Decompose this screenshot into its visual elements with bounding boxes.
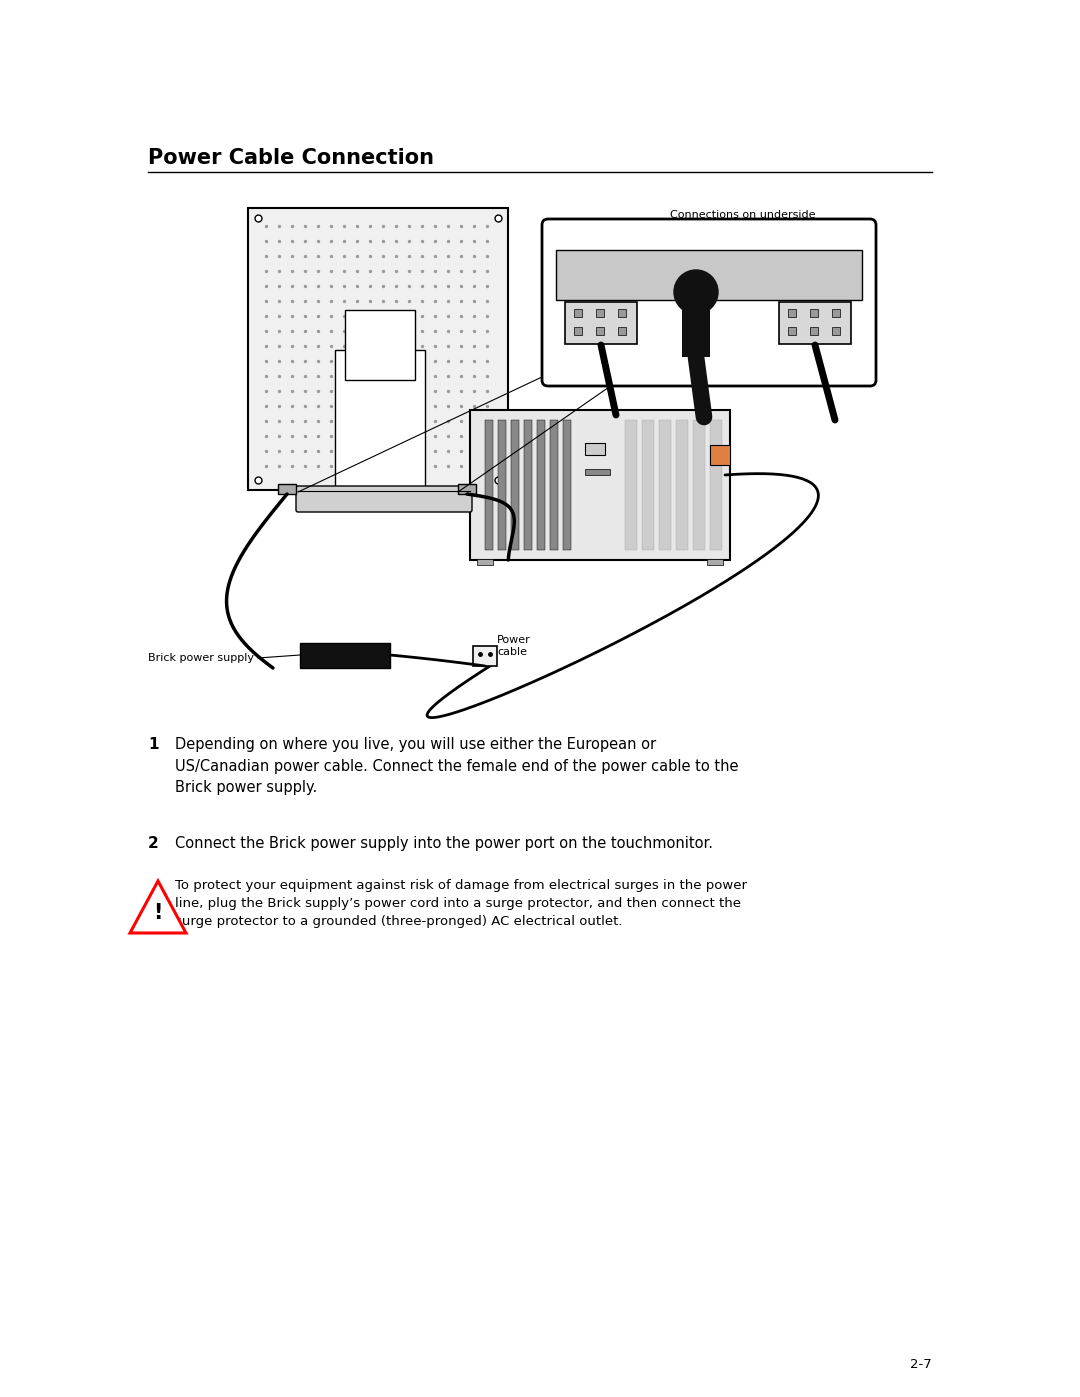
Bar <box>625 420 637 550</box>
Text: Power Cable Connection: Power Cable Connection <box>148 148 434 168</box>
Text: Connect the Brick power supply into the power port on the touchmonitor.: Connect the Brick power supply into the … <box>175 835 713 851</box>
Bar <box>693 420 705 550</box>
Text: !: ! <box>153 904 163 923</box>
Text: Depending on where you live, you will use either the European or
US/Canadian pow: Depending on where you live, you will us… <box>175 738 739 795</box>
Bar <box>473 645 497 666</box>
Bar <box>710 446 730 465</box>
Text: 2: 2 <box>148 835 159 851</box>
Bar <box>585 443 605 455</box>
Text: Power
cable: Power cable <box>497 636 530 658</box>
Bar <box>458 483 476 495</box>
Bar <box>676 420 688 550</box>
Bar <box>477 559 492 564</box>
Text: 1: 1 <box>148 738 159 752</box>
Bar <box>563 420 571 550</box>
Bar <box>556 250 862 300</box>
FancyBboxPatch shape <box>779 302 851 344</box>
Bar <box>470 409 730 560</box>
Bar <box>659 420 671 550</box>
Text: Connections on underside: Connections on underside <box>671 210 815 219</box>
Bar <box>335 351 426 490</box>
Bar <box>681 286 710 358</box>
Bar <box>537 420 545 550</box>
FancyBboxPatch shape <box>565 302 637 344</box>
Text: DC 12V Brick power
cable port: DC 12V Brick power cable port <box>761 253 865 275</box>
Polygon shape <box>130 882 186 933</box>
Bar <box>345 310 415 380</box>
FancyBboxPatch shape <box>296 486 472 511</box>
Bar <box>485 420 492 550</box>
Bar <box>524 420 532 550</box>
Bar <box>642 420 654 550</box>
Bar <box>498 420 507 550</box>
Text: 2-7: 2-7 <box>910 1358 932 1372</box>
Text: To protect your equipment against risk of damage from electrical surges in the p: To protect your equipment against risk o… <box>175 879 747 928</box>
Bar <box>585 469 610 475</box>
Text: Brick power supply: Brick power supply <box>148 652 254 664</box>
Bar <box>707 559 723 564</box>
Bar <box>248 208 508 490</box>
Circle shape <box>674 270 718 314</box>
Bar <box>278 483 296 495</box>
FancyBboxPatch shape <box>542 219 876 386</box>
Bar <box>511 420 519 550</box>
Bar <box>710 420 723 550</box>
Bar <box>550 420 558 550</box>
Bar <box>300 643 390 668</box>
